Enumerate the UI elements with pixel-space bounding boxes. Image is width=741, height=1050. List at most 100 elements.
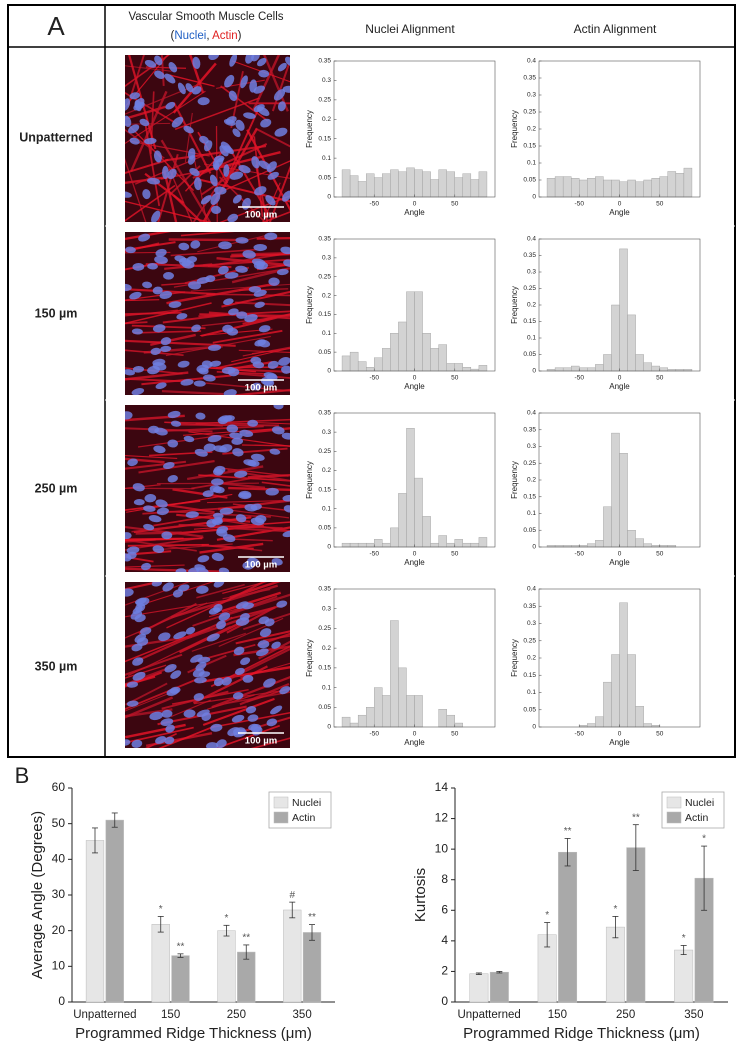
nucleus <box>251 55 260 62</box>
nucleus <box>194 448 208 457</box>
histogram-bar <box>667 171 677 198</box>
nucleus <box>232 692 244 700</box>
micrograph <box>125 405 290 572</box>
nucleus <box>250 453 265 462</box>
nucleus <box>183 125 194 134</box>
y-tick-label: 0 <box>327 194 331 201</box>
nucleus <box>223 164 230 177</box>
nucleus <box>142 189 151 200</box>
nucleus <box>159 290 173 299</box>
nucleus <box>162 165 169 179</box>
histogram-bar <box>422 333 431 372</box>
nucleus <box>132 365 145 373</box>
nucleus <box>234 470 248 478</box>
histogram-bar <box>635 354 644 372</box>
histogram-bar <box>603 681 612 728</box>
actin-fiber <box>262 182 281 222</box>
nucleus <box>218 612 231 621</box>
histogram-bar <box>430 348 439 372</box>
bar <box>558 851 578 1003</box>
histogram-bar <box>390 333 399 372</box>
histogram-bar <box>587 543 596 548</box>
nucleus <box>235 514 247 523</box>
x-tick-label: -50 <box>370 201 380 208</box>
nucleus <box>242 674 254 683</box>
actin-fiber <box>212 329 283 344</box>
y-axis-label: Frequency <box>510 461 519 499</box>
actin-fiber <box>228 593 290 616</box>
x-tick-label: -50 <box>575 551 585 558</box>
nucleus <box>193 693 205 701</box>
actin-fiber <box>271 62 290 112</box>
actin-fiber <box>125 175 173 184</box>
nucleus <box>168 62 178 73</box>
x-tick-label: -50 <box>370 375 380 382</box>
actin-fiber <box>252 55 281 110</box>
nucleus <box>194 564 206 571</box>
histogram-bar <box>366 173 375 198</box>
y-tick-label: 0.3 <box>527 269 536 276</box>
nucleus <box>216 529 228 537</box>
actin-fiber <box>125 525 204 538</box>
nucleus <box>223 298 234 305</box>
actin-fiber <box>184 147 227 192</box>
actin-fiber <box>125 232 172 241</box>
x-tick-label: 0 <box>618 731 622 738</box>
nucleus <box>221 677 232 686</box>
actin-fiber <box>219 519 290 532</box>
histogram-bar <box>619 453 628 548</box>
actin-fiber <box>166 603 220 629</box>
actin-fiber <box>146 582 214 604</box>
y-tick-label: 0.2 <box>527 655 536 662</box>
nucleus <box>153 445 166 454</box>
panel-frame <box>7 4 736 758</box>
nucleus <box>149 711 164 721</box>
y-axis-label: Frequency <box>305 110 314 148</box>
histogram-bar <box>349 351 359 372</box>
error-bar <box>111 812 118 828</box>
histogram-bar <box>643 723 652 728</box>
error-bar <box>289 901 296 919</box>
histogram-bar <box>546 178 556 198</box>
y-tick-label: 0 <box>327 368 331 375</box>
actin-fiber <box>217 544 263 552</box>
nucleus <box>205 275 216 283</box>
nucleus <box>193 380 206 387</box>
actin-fiber <box>225 368 290 373</box>
actin-fiber <box>192 143 268 179</box>
y-tick-label: 0.35 <box>318 586 331 593</box>
actin-fiber <box>127 543 209 547</box>
histogram-bar <box>414 695 423 728</box>
nucleus <box>125 283 132 292</box>
nucleus <box>199 135 209 144</box>
y-tick-label: 0.25 <box>523 285 536 292</box>
y-tick-label: 0.35 <box>318 236 331 243</box>
nucleus <box>172 589 184 598</box>
nucleus <box>198 671 211 678</box>
nucleus <box>206 633 220 642</box>
nucleus <box>231 714 245 723</box>
histogram-bar <box>651 178 660 198</box>
histogram-bar <box>438 535 447 548</box>
nucleus <box>266 161 277 173</box>
actin-fiber <box>231 347 290 363</box>
nucleus <box>180 379 194 386</box>
nucleus <box>185 627 196 635</box>
x-tick-label: -50 <box>575 375 585 382</box>
nucleus <box>223 118 236 126</box>
nucleus <box>265 487 279 496</box>
nucleus <box>280 246 290 255</box>
y-tick-label: 0.15 <box>318 135 331 142</box>
error-bar <box>91 827 98 854</box>
nucleus <box>189 167 200 177</box>
nucleus <box>190 240 201 249</box>
row-label: Unpatterned <box>19 130 93 144</box>
actin-fiber <box>251 737 290 748</box>
bar <box>217 930 236 1003</box>
histogram-bar <box>341 355 351 372</box>
histogram-bar <box>462 173 472 198</box>
nucleus <box>251 382 262 391</box>
nucleus <box>125 191 132 198</box>
histogram-bar <box>611 304 620 372</box>
nucleus <box>209 174 218 187</box>
